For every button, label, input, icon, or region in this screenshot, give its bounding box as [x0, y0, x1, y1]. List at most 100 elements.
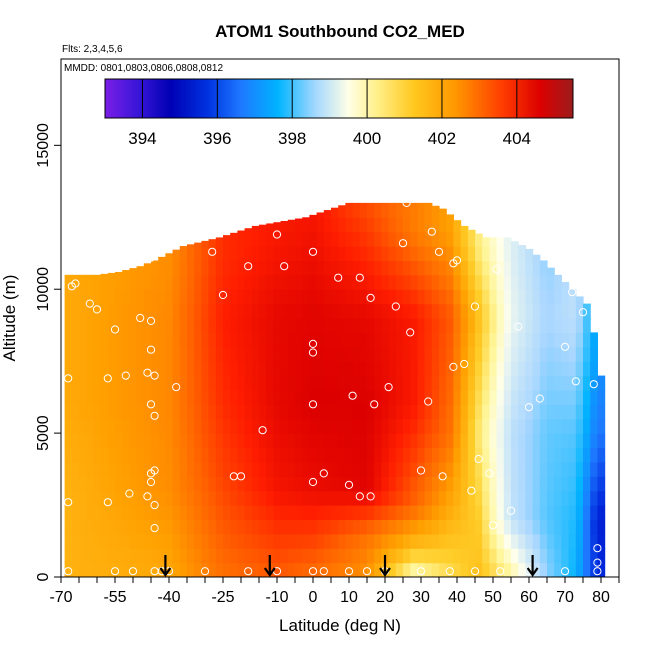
heatmap-cell — [93, 289, 102, 305]
heatmap-cell — [172, 548, 181, 564]
heatmap-cell — [208, 490, 217, 506]
heatmap-cell — [417, 562, 426, 577]
heatmap-cell — [338, 505, 346, 521]
heatmap-cell — [194, 332, 202, 348]
sample-point — [200, 567, 210, 576]
sample-point — [514, 322, 523, 331]
heatmap-cell — [575, 418, 584, 434]
heatmap-cell — [345, 533, 354, 549]
sample-point — [208, 247, 217, 256]
heatmap-cell — [518, 289, 526, 305]
heatmap-cell — [187, 447, 195, 463]
heatmap-cell — [431, 303, 440, 319]
heatmap-cell — [237, 231, 246, 247]
heatmap-cell — [331, 447, 339, 463]
sample-point — [244, 567, 253, 576]
heatmap-cell — [107, 346, 116, 362]
heatmap-cell — [129, 361, 138, 377]
heatmap-cell — [590, 519, 598, 535]
heatmap-cell — [518, 476, 526, 492]
heatmap-cell — [460, 318, 469, 333]
heatmap-cell — [187, 562, 195, 577]
heatmap-cell — [532, 303, 541, 319]
heatmap-cell — [374, 548, 382, 564]
heatmap-cell — [496, 418, 505, 434]
heatmap-cell — [331, 548, 339, 564]
heatmap-cell — [503, 303, 512, 319]
heatmap-cell — [309, 505, 318, 521]
sample-point — [593, 285, 602, 294]
heatmap-cell — [539, 346, 548, 362]
heatmap-cell — [359, 490, 368, 506]
heatmap-cell — [287, 389, 296, 405]
heatmap-cell — [367, 533, 375, 549]
heatmap-cell — [143, 274, 152, 290]
heatmap-cell — [266, 274, 274, 290]
heatmap-cell — [122, 346, 130, 362]
heatmap-cell — [93, 548, 102, 564]
heatmap-cell — [518, 490, 526, 506]
heatmap-cell — [309, 361, 318, 377]
heatmap-cell — [79, 519, 87, 535]
heatmap-cell — [359, 418, 368, 434]
heatmap-cell — [482, 404, 490, 420]
heatmap-cell — [287, 346, 296, 362]
heatmap-cell — [323, 210, 332, 218]
heatmap-cell — [575, 332, 584, 348]
heatmap-cell — [568, 318, 577, 333]
heatmap-cell — [475, 361, 483, 377]
heatmap-cell — [215, 260, 224, 276]
heatmap-cell — [115, 271, 123, 276]
heatmap-cell — [388, 562, 397, 577]
heatmap-cell — [107, 303, 116, 319]
heatmap-cell — [266, 519, 274, 535]
heatmap-cell — [496, 519, 505, 535]
heatmap-cell — [79, 289, 87, 305]
heatmap-cell — [503, 404, 512, 420]
heatmap-cell — [244, 346, 253, 362]
heatmap-cell — [107, 533, 116, 549]
heatmap-cell — [71, 418, 80, 434]
heatmap-cell — [475, 289, 483, 305]
heatmap-cell — [453, 533, 462, 549]
heatmap-cell — [424, 332, 433, 348]
heatmap-cell — [295, 461, 303, 477]
heatmap-cell — [302, 332, 310, 348]
sample-point — [398, 239, 408, 248]
heatmap-cell — [295, 404, 303, 420]
heatmap-cell — [295, 260, 303, 276]
heatmap-cell — [259, 490, 267, 506]
heatmap-cell — [417, 289, 426, 305]
heatmap-cell — [86, 476, 94, 492]
heatmap-cell — [453, 375, 462, 391]
heatmap-cell — [338, 418, 346, 434]
heatmap-cell — [547, 303, 555, 319]
heatmap-cell — [115, 404, 123, 420]
heatmap-cell — [136, 548, 145, 564]
sample-point — [416, 567, 426, 576]
sample-point — [150, 411, 159, 420]
heatmap-cell — [417, 361, 426, 377]
heatmap-cell — [460, 375, 469, 391]
sample-point — [438, 472, 447, 481]
heatmap-cell — [403, 433, 411, 449]
sample-point — [172, 383, 181, 392]
heatmap-cell — [374, 332, 382, 348]
heatmap-cell — [122, 519, 130, 535]
heatmap-cell — [338, 490, 346, 506]
heatmap-cell — [136, 461, 145, 477]
heatmap-cell — [158, 447, 166, 463]
heatmap-cell — [287, 476, 296, 492]
heatmap-cell — [223, 318, 231, 333]
heatmap-cell — [244, 505, 253, 521]
heatmap-cell — [64, 562, 73, 577]
heatmap-cell — [122, 533, 130, 549]
heatmap-cell — [359, 274, 368, 290]
heatmap-cell — [201, 303, 210, 319]
heatmap-cell — [446, 332, 454, 348]
heatmap-cell — [93, 433, 102, 449]
heatmap-cell — [323, 505, 332, 521]
heatmap-cell — [367, 274, 375, 290]
heatmap-cell — [475, 346, 483, 362]
heatmap-cell — [561, 548, 570, 564]
